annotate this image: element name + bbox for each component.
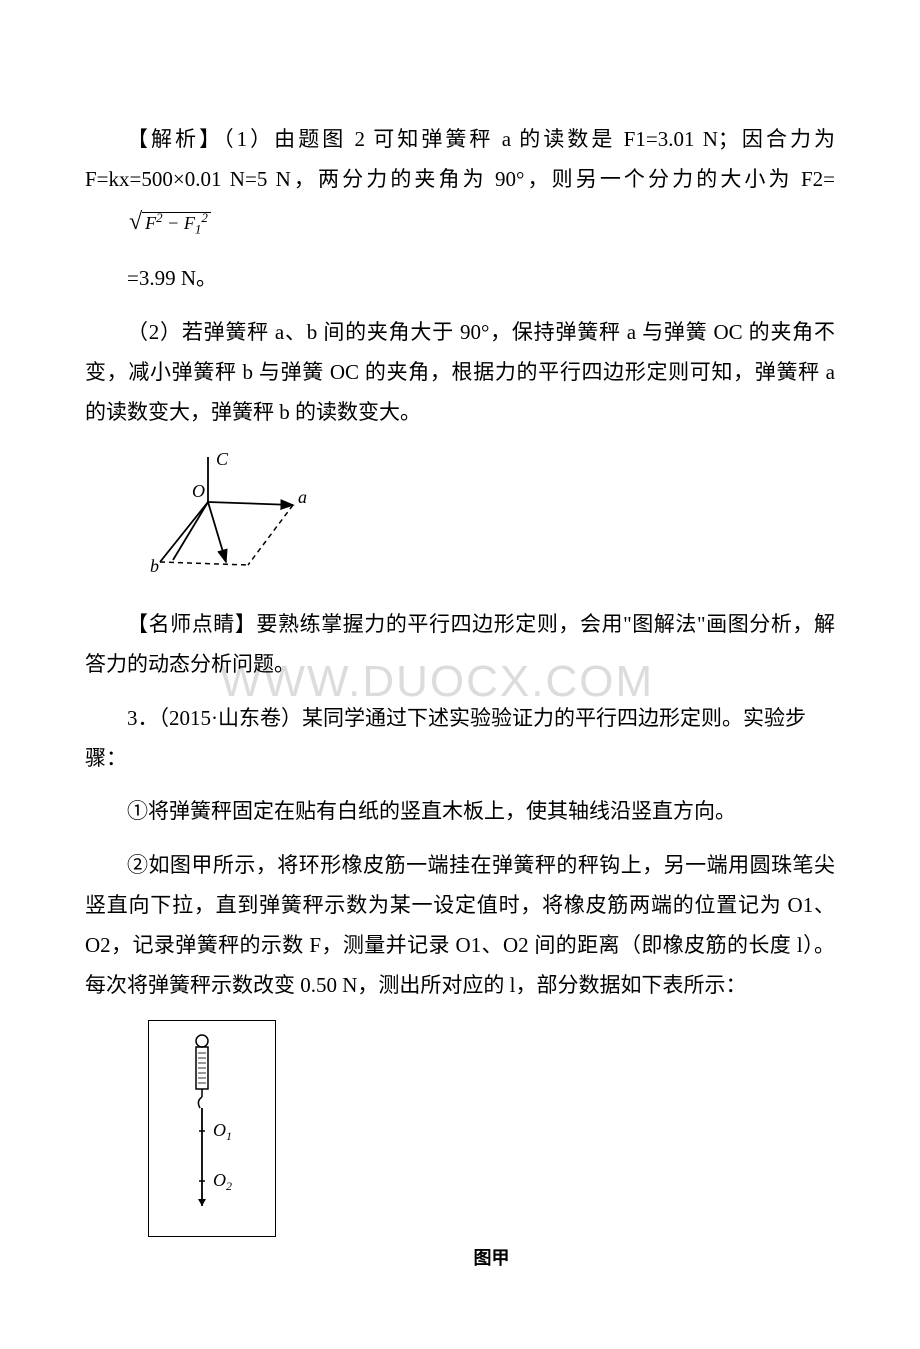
analysis-paragraph-2: （2）若弹簧秤 a、b 间的夹角大于 90°，保持弹簧秤 a 与弹簧 OC 的夹…	[85, 313, 835, 433]
var-F1: F	[184, 213, 195, 233]
figure-jia-container: O1 O2 图甲	[148, 1020, 835, 1275]
exp-2b: 2	[201, 210, 208, 225]
label-a: a	[298, 487, 307, 507]
force-diagram: C O a b	[148, 447, 835, 591]
label-b: b	[150, 556, 159, 576]
sqrt-expression: √F2 − F12	[87, 200, 211, 246]
p1-text: 【解析】（1）由题图 2 可知弹簧秤 a 的读数是 F1=3.01 N；因合力为…	[85, 127, 835, 191]
label-O2: O2	[213, 1170, 232, 1193]
question-3-intro: 3．（2015·山东卷）某同学通过下述实验验证力的平行四边形定则。实验步骤：	[85, 699, 835, 779]
label-O: O	[192, 481, 205, 501]
label-O1: O1	[213, 1120, 232, 1143]
sqrt-body: F2 − F12	[142, 212, 211, 233]
sqrt-sign: √	[129, 209, 142, 235]
step-2: ②如图甲所示，将环形橡皮筋一端挂在弹簧秤的秤钩上，另一端用圆珠笔尖竖直向下拉，直…	[85, 846, 835, 1006]
analysis-paragraph-1: 【解析】（1）由题图 2 可知弹簧秤 a 的读数是 F1=3.01 N；因合力为…	[85, 120, 835, 245]
force-diagram-svg: C O a b	[148, 447, 328, 577]
teacher-note: 【名师点睛】要熟练掌握力的平行四边形定则，会用"图解法"画图分析，解答力的动态分…	[85, 605, 835, 685]
q3-text-a: 3．（2015·山东卷）某同学通过下述实验验证力的平行四边形定则。实验步骤：	[85, 699, 835, 779]
figure-jia-svg: O1 O2	[167, 1031, 257, 1216]
step-1: ①将弹簧秤固定在贴有白纸的竖直木板上，使其轴线沿竖直方向。	[85, 792, 835, 832]
step1-text: ①将弹簧秤固定在贴有白纸的竖直木板上，使其轴线沿竖直方向。	[127, 799, 736, 823]
figure-jia-box: O1 O2	[148, 1020, 276, 1237]
label-C: C	[216, 449, 229, 469]
var-F: F	[145, 213, 156, 233]
analysis-paragraph-1b: =3.99 N。	[85, 259, 835, 299]
minus-sign: −	[163, 213, 184, 233]
figure-jia-caption: 图甲	[148, 1241, 835, 1275]
